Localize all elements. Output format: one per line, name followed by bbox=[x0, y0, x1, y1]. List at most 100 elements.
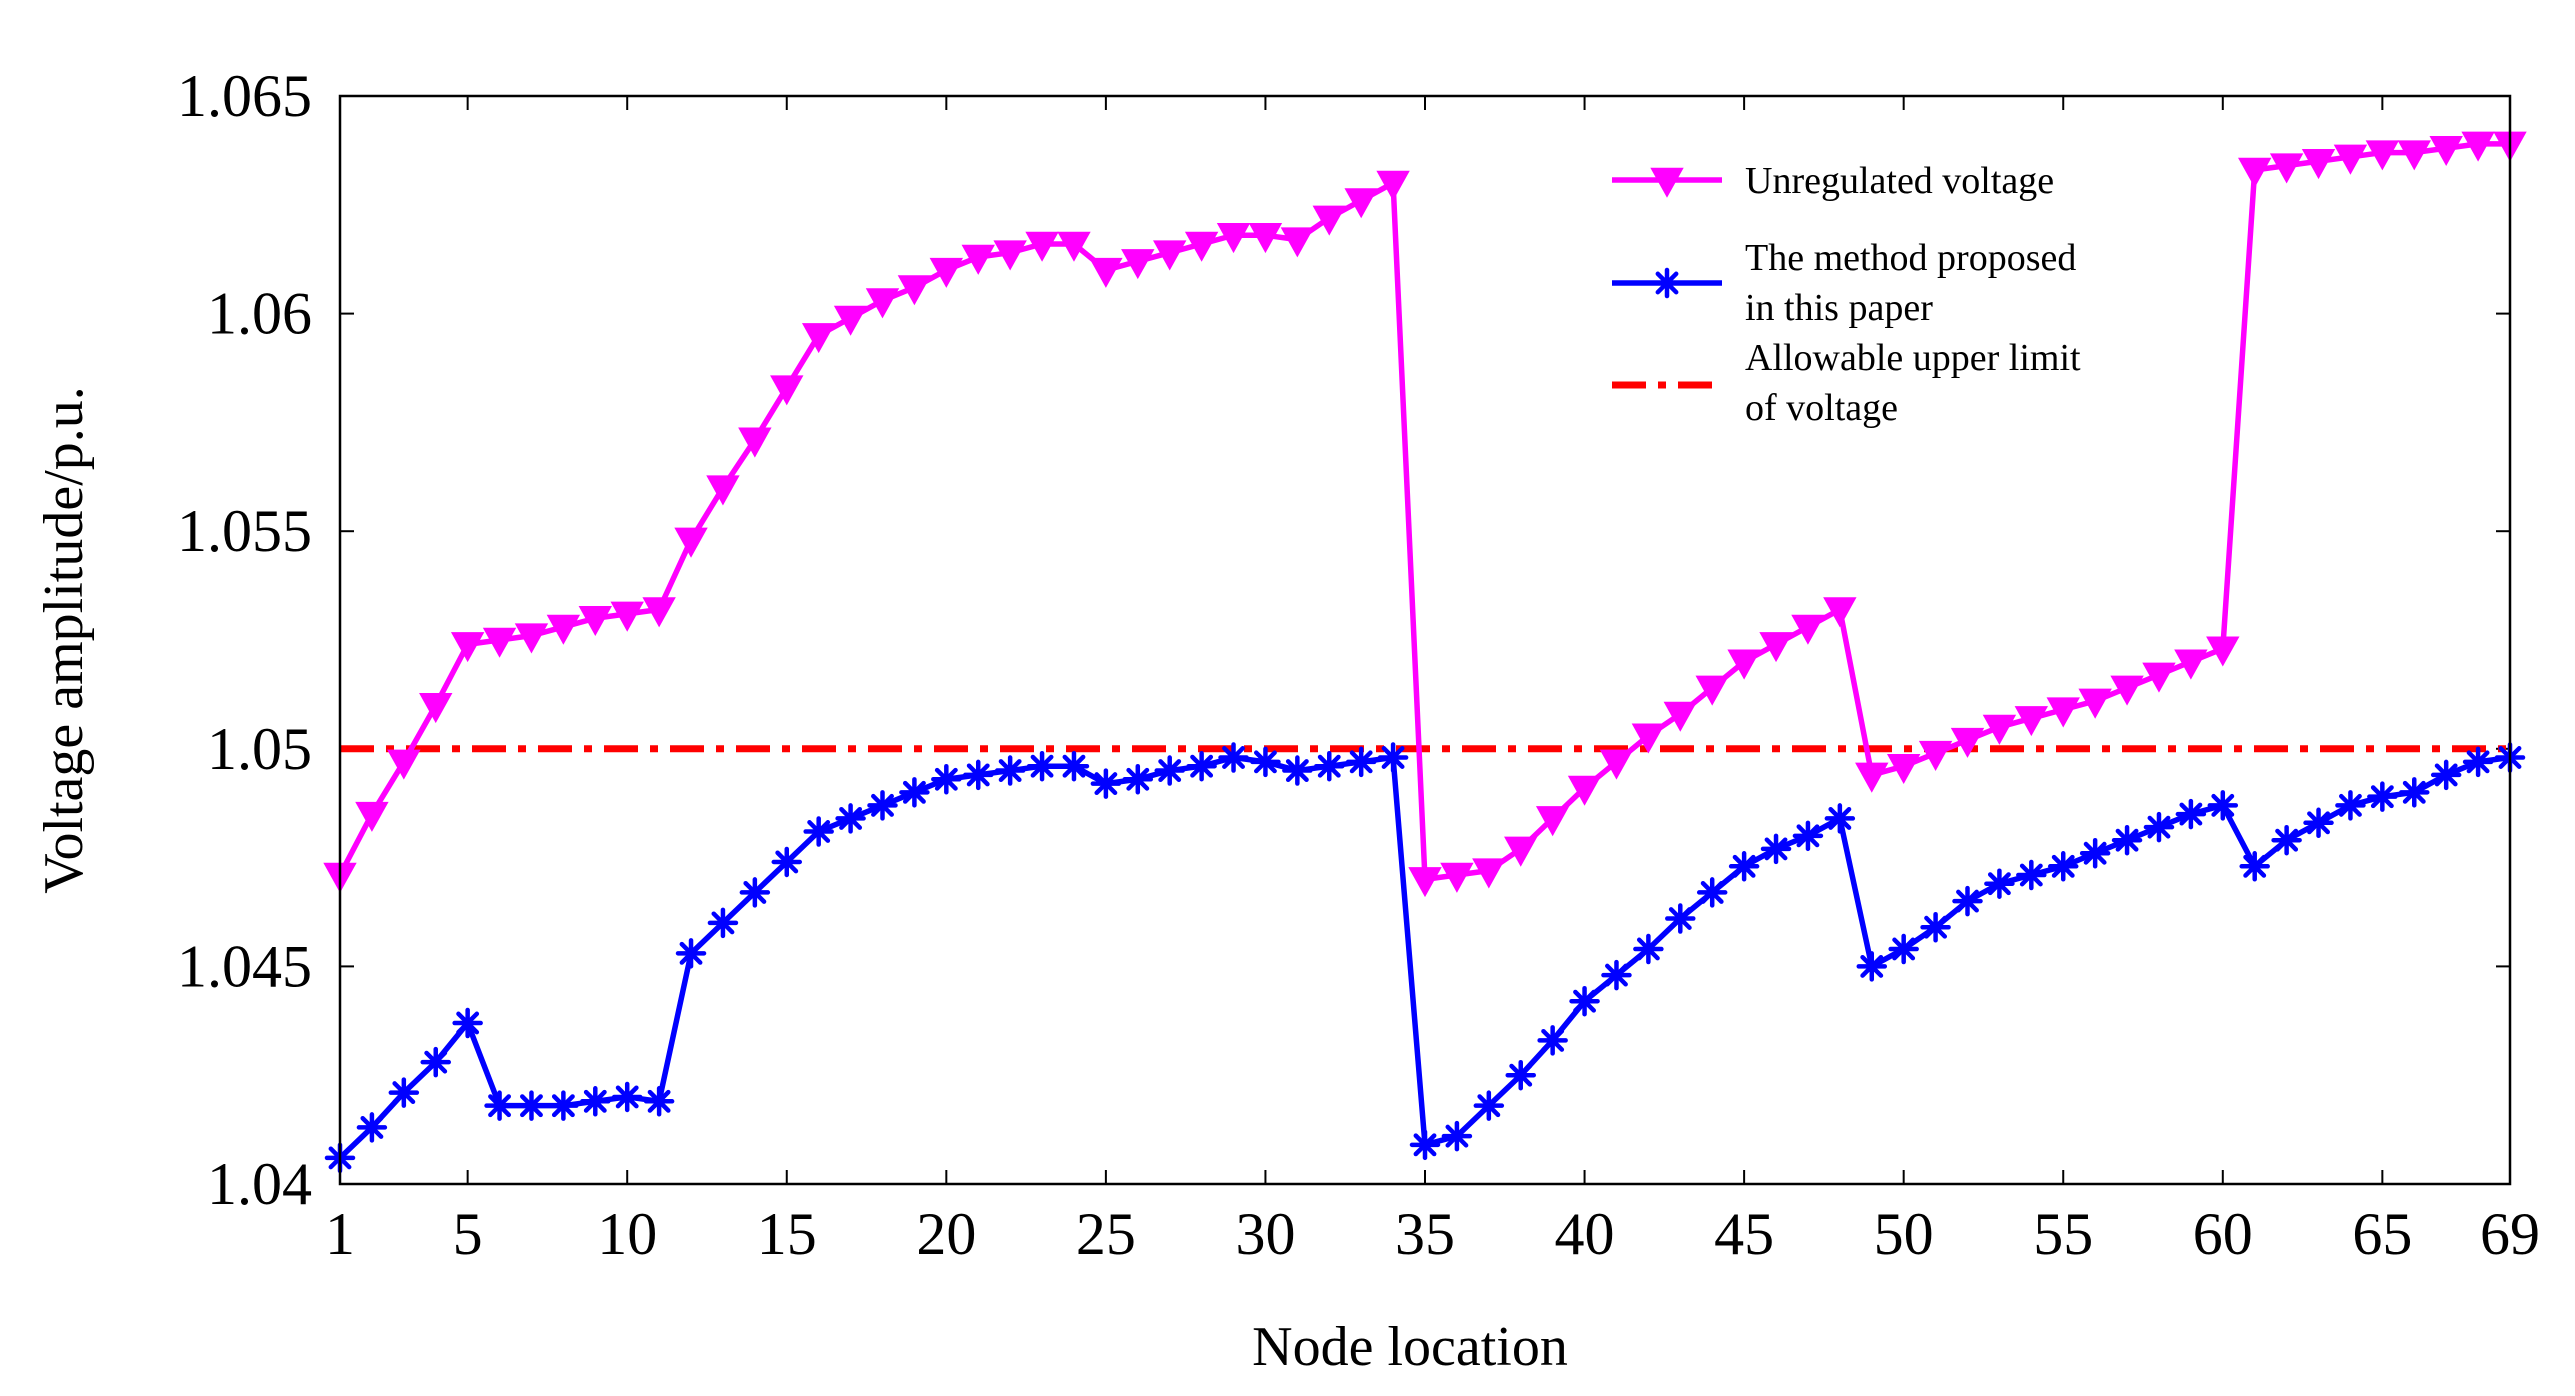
data-point bbox=[1122, 764, 1154, 795]
data-point bbox=[387, 749, 421, 780]
data-point bbox=[1409, 1129, 1441, 1161]
legend-marker bbox=[1650, 167, 1684, 198]
data-point bbox=[452, 1007, 483, 1039]
data-point bbox=[484, 1090, 515, 1121]
data-point bbox=[2365, 140, 2400, 171]
data-point bbox=[1472, 858, 1506, 889]
data-point bbox=[2014, 706, 2049, 737]
data-point bbox=[1121, 249, 1155, 280]
x-tick-label: 40 bbox=[1555, 1201, 1615, 1267]
data-point bbox=[801, 323, 836, 354]
data-point bbox=[833, 305, 868, 336]
data-point bbox=[739, 877, 771, 908]
data-point bbox=[643, 1086, 675, 1117]
x-axis-title: Node location bbox=[1252, 1316, 1568, 1378]
x-tick-label: 65 bbox=[2352, 1201, 2412, 1267]
legend-marker bbox=[1651, 267, 1683, 299]
data-point bbox=[482, 627, 517, 658]
data-point bbox=[1090, 768, 1122, 799]
data-point bbox=[1184, 231, 1219, 262]
data-point bbox=[1312, 205, 1346, 236]
data-point bbox=[2461, 131, 2495, 162]
data-point bbox=[356, 1112, 388, 1143]
data-point bbox=[2430, 759, 2462, 791]
y-axis-title: Voltage amplitude/p.u. bbox=[33, 386, 95, 894]
data-point bbox=[2303, 807, 2334, 839]
data-point bbox=[1186, 750, 1217, 782]
data-point bbox=[1759, 632, 1793, 663]
data-point bbox=[2047, 851, 2079, 882]
data-point bbox=[1377, 742, 1409, 773]
data-point bbox=[1856, 951, 1888, 982]
data-point bbox=[929, 257, 964, 288]
data-point bbox=[1569, 985, 1600, 1017]
legend-label: Unregulated voltage bbox=[1745, 160, 2054, 202]
data-point bbox=[2207, 790, 2239, 821]
data-point bbox=[2046, 697, 2080, 728]
data-point bbox=[355, 801, 389, 832]
data-point bbox=[516, 1090, 547, 1121]
x-tick-label: 15 bbox=[757, 1201, 817, 1267]
x-tick-label: 20 bbox=[916, 1201, 976, 1267]
data-point bbox=[994, 755, 1026, 786]
data-point bbox=[1665, 903, 1696, 934]
data-point bbox=[546, 614, 581, 645]
data-point bbox=[2206, 636, 2240, 667]
data-point bbox=[1441, 1120, 1473, 1152]
data-point bbox=[514, 623, 549, 654]
data-point bbox=[1918, 740, 1953, 771]
legend-entry: Unregulated voltage bbox=[1612, 160, 2054, 202]
data-point bbox=[706, 475, 740, 506]
data-point bbox=[897, 275, 932, 306]
data-point bbox=[1089, 257, 1123, 288]
y-tick-label: 1.065 bbox=[177, 63, 312, 129]
data-point bbox=[419, 693, 453, 724]
data-point bbox=[899, 777, 930, 808]
legend-label: The method proposed bbox=[1745, 237, 2076, 279]
data-point bbox=[1792, 820, 1824, 852]
data-point bbox=[1280, 227, 1315, 258]
data-point bbox=[2367, 781, 2398, 812]
data-point bbox=[962, 759, 994, 791]
data-point bbox=[675, 938, 707, 969]
data-point bbox=[1376, 170, 1410, 201]
data-point bbox=[1440, 862, 1474, 893]
data-point bbox=[1216, 223, 1251, 254]
data-point bbox=[2238, 157, 2272, 188]
data-point bbox=[2269, 153, 2304, 184]
data-point bbox=[642, 597, 676, 628]
legend-label: in this paper bbox=[1745, 287, 1933, 329]
x-tick-label: 10 bbox=[597, 1201, 657, 1267]
legend-entry: Allowable upper limit of voltage bbox=[1612, 337, 2081, 429]
data-point bbox=[1537, 1025, 1568, 1056]
data-point bbox=[1314, 750, 1345, 782]
data-point bbox=[1057, 231, 1091, 262]
x-tick-label: 55 bbox=[2033, 1201, 2093, 1267]
data-point bbox=[1535, 806, 1570, 837]
data-point bbox=[931, 764, 962, 795]
x-tick-label: 5 bbox=[453, 1201, 483, 1267]
data-point bbox=[1728, 851, 1760, 882]
data-point bbox=[548, 1090, 579, 1121]
data-point bbox=[1886, 753, 1921, 785]
data-point bbox=[1727, 649, 1761, 680]
data-point bbox=[1473, 1090, 1505, 1121]
data-point bbox=[610, 601, 644, 632]
data-point bbox=[1154, 755, 1185, 786]
data-point bbox=[674, 527, 708, 558]
legend-label: of voltage bbox=[1745, 387, 1898, 429]
x-tick-label: 35 bbox=[1395, 1201, 1455, 1267]
data-point bbox=[1282, 755, 1313, 786]
data-point bbox=[1950, 727, 1985, 758]
x-tick-label: 60 bbox=[2193, 1201, 2253, 1267]
data-point bbox=[1631, 723, 1666, 754]
data-point bbox=[1058, 750, 1090, 782]
data-point bbox=[771, 846, 803, 878]
data-point bbox=[1695, 675, 1729, 706]
data-point bbox=[1026, 750, 1058, 782]
legend: Unregulated voltage The method proposed in… bbox=[1612, 160, 2081, 429]
data-point bbox=[1696, 877, 1728, 908]
data-point bbox=[1599, 749, 1634, 780]
data-point bbox=[1504, 836, 1538, 867]
data-point bbox=[2301, 149, 2336, 180]
